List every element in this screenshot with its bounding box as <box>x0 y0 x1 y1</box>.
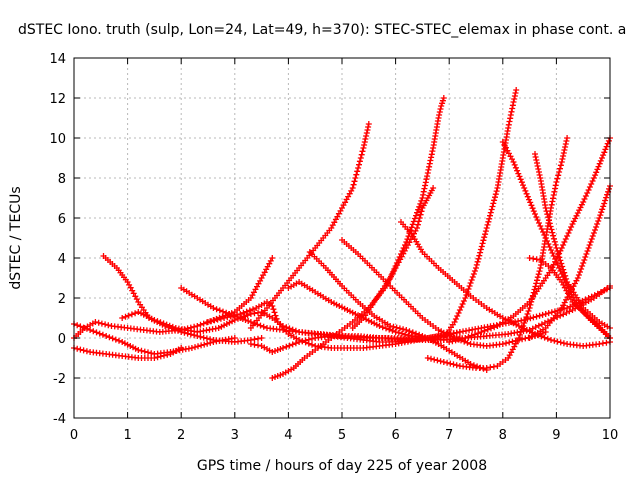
x-tick-label: 9 <box>552 428 560 443</box>
series-arc-12 <box>339 237 549 349</box>
series-arc-9 <box>247 121 372 331</box>
series-arc-17 <box>440 87 520 341</box>
series-arc-14 <box>306 249 490 373</box>
y-tick-label: 14 <box>49 52 66 67</box>
x-tick-label: 6 <box>391 428 399 443</box>
series-arc-20 <box>526 255 613 341</box>
series-markers <box>526 255 613 341</box>
y-tick-label: 4 <box>58 252 66 267</box>
y-tick-label: 2 <box>58 292 66 307</box>
y-tick-label: 10 <box>49 132 66 147</box>
series-markers <box>446 135 613 345</box>
series-markers <box>306 249 490 373</box>
y-tick-label: 12 <box>49 92 66 107</box>
x-tick-label: 8 <box>499 428 507 443</box>
chart-title: dSTEC Iono. truth (sulp, Lon=24, Lat=49,… <box>18 22 626 38</box>
x-tick-labels: 0 1 2 3 4 5 6 7 8 9 10 <box>70 428 618 443</box>
x-tick-label: 0 <box>70 428 78 443</box>
x-axis-label: GPS time / hours of day 225 of year 2008 <box>197 458 487 474</box>
x-tick-label: 3 <box>231 428 239 443</box>
series-markers <box>339 237 549 349</box>
x-tick-label: 10 <box>602 428 619 443</box>
x-tick-label: 1 <box>123 428 131 443</box>
series-markers <box>532 151 613 331</box>
series-arc-21 <box>526 183 613 341</box>
series-arc-18 <box>446 135 613 345</box>
series-markers <box>247 121 372 331</box>
y-tick-labels: -4 -2 0 2 4 6 8 10 12 14 <box>49 52 66 427</box>
data-marks <box>71 87 613 381</box>
series-arc-11 <box>285 279 463 343</box>
series-markers <box>526 183 613 341</box>
x-tick-label: 2 <box>177 428 185 443</box>
x-tick-label: 5 <box>338 428 346 443</box>
y-tick-label: 6 <box>58 212 66 227</box>
series-markers <box>285 279 463 343</box>
y-tick-label: 8 <box>58 172 66 187</box>
axis-ticks <box>73 57 611 419</box>
series-markers <box>349 95 447 331</box>
x-tick-label: 7 <box>445 428 453 443</box>
y-tick-label: -2 <box>53 372 66 387</box>
series-markers <box>398 219 613 349</box>
series-arc-15 <box>398 219 613 349</box>
series-arc-22 <box>532 151 613 331</box>
series-markers <box>440 87 520 341</box>
y-tick-label: 0 <box>58 332 66 347</box>
y-tick-label: -4 <box>53 412 66 427</box>
series-arc-13 <box>349 95 447 331</box>
x-tick-label: 4 <box>284 428 292 443</box>
y-axis-label: dSTEC / TECUs <box>8 186 24 289</box>
